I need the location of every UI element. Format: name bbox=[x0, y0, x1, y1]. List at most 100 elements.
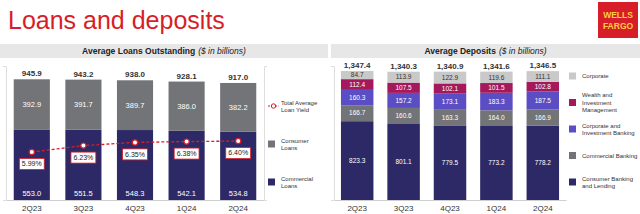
total-label: 917.0 bbox=[228, 73, 249, 82]
bar bbox=[341, 105, 373, 121]
bar bbox=[65, 130, 101, 200]
data-label: 382.2 bbox=[229, 103, 248, 112]
data-label: 113.9 bbox=[396, 73, 412, 80]
legend-item: CommercialLoans bbox=[268, 176, 313, 189]
legend-label: Corporate andInvestment Banking bbox=[582, 123, 635, 136]
x-tick: 2Q23 bbox=[347, 204, 367, 213]
x-tick-label: 2Q23 bbox=[347, 204, 367, 213]
chart-title: Average Loans Outstanding($ in billions) bbox=[82, 46, 246, 56]
x-tick: 1Q24 bbox=[487, 204, 507, 213]
legend-label-line: Investment bbox=[582, 100, 612, 106]
total-label: 943.2 bbox=[73, 70, 94, 79]
bar bbox=[14, 129, 50, 200]
legend-label: CommercialLoans bbox=[281, 176, 313, 189]
legend-label: Total AverageLoan Yield bbox=[281, 100, 318, 113]
marker bbox=[236, 138, 241, 143]
bar bbox=[341, 121, 373, 200]
x-axis-line bbox=[7, 200, 265, 201]
slide: Loans and depositsWELLSFARGOAverage Loan… bbox=[0, 0, 640, 214]
label-box bbox=[123, 149, 148, 160]
x-tick-label: 3Q23 bbox=[74, 204, 94, 213]
bar bbox=[220, 83, 256, 132]
data-label: 157.2 bbox=[395, 97, 412, 104]
legend-item: Wealth andInvestmentManagement bbox=[569, 92, 617, 112]
data-label: 122.9 bbox=[442, 74, 459, 81]
legend-label-line: Loan Yield bbox=[281, 107, 309, 113]
x-tick: 2Q24 bbox=[228, 204, 248, 213]
y-axis bbox=[3, 67, 7, 201]
bar bbox=[117, 80, 153, 130]
legend-label-line: Loans bbox=[281, 145, 297, 151]
bar bbox=[387, 123, 419, 200]
legend-item: Corporate andInvestment Banking bbox=[569, 123, 635, 136]
data-label: 548.3 bbox=[126, 189, 145, 198]
chart: Average Deposits($ in billions)823.3801.… bbox=[331, 44, 640, 213]
x-tick: 4Q23 bbox=[440, 204, 460, 213]
bar bbox=[434, 125, 466, 200]
bar bbox=[434, 72, 466, 84]
x-tick-label: 2Q24 bbox=[228, 204, 248, 213]
bar bbox=[527, 82, 559, 92]
legend-label: Corporate bbox=[582, 73, 609, 79]
bar bbox=[480, 93, 512, 111]
data-label: 389.7 bbox=[126, 101, 145, 110]
bar bbox=[341, 79, 373, 90]
legend-item: Consumer Bankingand Lending bbox=[569, 176, 633, 189]
bar bbox=[480, 110, 512, 126]
chart-title-main: Average Loans Outstanding bbox=[82, 46, 195, 56]
total-label: 1,347.4 bbox=[344, 61, 371, 70]
data-label: 166.9 bbox=[535, 114, 552, 121]
legend-label-line: Consumer Banking bbox=[582, 176, 633, 182]
legend-swatch bbox=[569, 99, 576, 106]
data-label: 553.0 bbox=[22, 189, 41, 198]
data-label: 823.3 bbox=[349, 157, 366, 164]
data-label: 166.7 bbox=[349, 109, 366, 116]
bar bbox=[434, 110, 466, 126]
data-label: 778.2 bbox=[535, 159, 552, 166]
bar bbox=[527, 92, 559, 110]
logo-text: WELLS bbox=[603, 10, 633, 20]
marker bbox=[29, 149, 34, 154]
bar bbox=[65, 80, 101, 130]
bar bbox=[387, 108, 419, 123]
chart-title: Average Deposits($ in billions) bbox=[424, 46, 546, 56]
data-label: 534.8 bbox=[229, 189, 248, 198]
data-label: 102.8 bbox=[535, 83, 552, 90]
y-axis-line bbox=[3, 67, 7, 201]
label-box bbox=[71, 152, 96, 163]
logo-box bbox=[598, 2, 638, 38]
x-axis-line bbox=[335, 200, 567, 201]
data-label: 6.40% bbox=[228, 149, 248, 156]
data-label: 183.3 bbox=[488, 98, 505, 105]
data-label: 187.5 bbox=[535, 97, 552, 104]
legend-label-line: Corporate bbox=[582, 73, 609, 79]
page-title: Loans and deposits bbox=[8, 6, 225, 34]
x-tick: 2Q24 bbox=[533, 204, 553, 213]
x-tick-label: 1Q24 bbox=[177, 204, 197, 213]
data-label: 163.3 bbox=[442, 114, 459, 121]
chart-subtitle: ($ in billions) bbox=[198, 46, 246, 56]
total-label: 1,340.9 bbox=[437, 62, 464, 71]
legend-label-line: Management bbox=[582, 107, 617, 113]
page: Loans and depositsWELLSFARGOAverage Loan… bbox=[0, 0, 640, 214]
bar bbox=[480, 83, 512, 93]
title-band bbox=[0, 44, 328, 58]
legend-swatch bbox=[569, 73, 576, 80]
bar bbox=[117, 130, 153, 200]
labels: 553.0551.5548.3542.1534.8392.9391.7389.7… bbox=[19, 69, 318, 197]
label-box bbox=[19, 159, 44, 170]
total-label: 1,341.6 bbox=[483, 62, 510, 71]
data-label: 551.5 bbox=[74, 189, 93, 198]
x-tick-label: 2Q23 bbox=[22, 204, 42, 213]
marker bbox=[184, 139, 189, 144]
legend-label: Wealth andInvestmentManagement bbox=[582, 92, 617, 112]
data-label-group: 6.35% bbox=[123, 149, 148, 160]
x-tick: 4Q23 bbox=[125, 204, 145, 213]
data-label: 391.7 bbox=[74, 100, 93, 109]
data-label: 101.5 bbox=[488, 84, 505, 91]
data-label-group: 6.38% bbox=[174, 148, 199, 159]
legend-label-line: Consumer bbox=[281, 138, 309, 144]
bar bbox=[434, 83, 466, 93]
data-label: 164.0 bbox=[488, 114, 505, 121]
total-label: 945.9 bbox=[22, 69, 43, 78]
